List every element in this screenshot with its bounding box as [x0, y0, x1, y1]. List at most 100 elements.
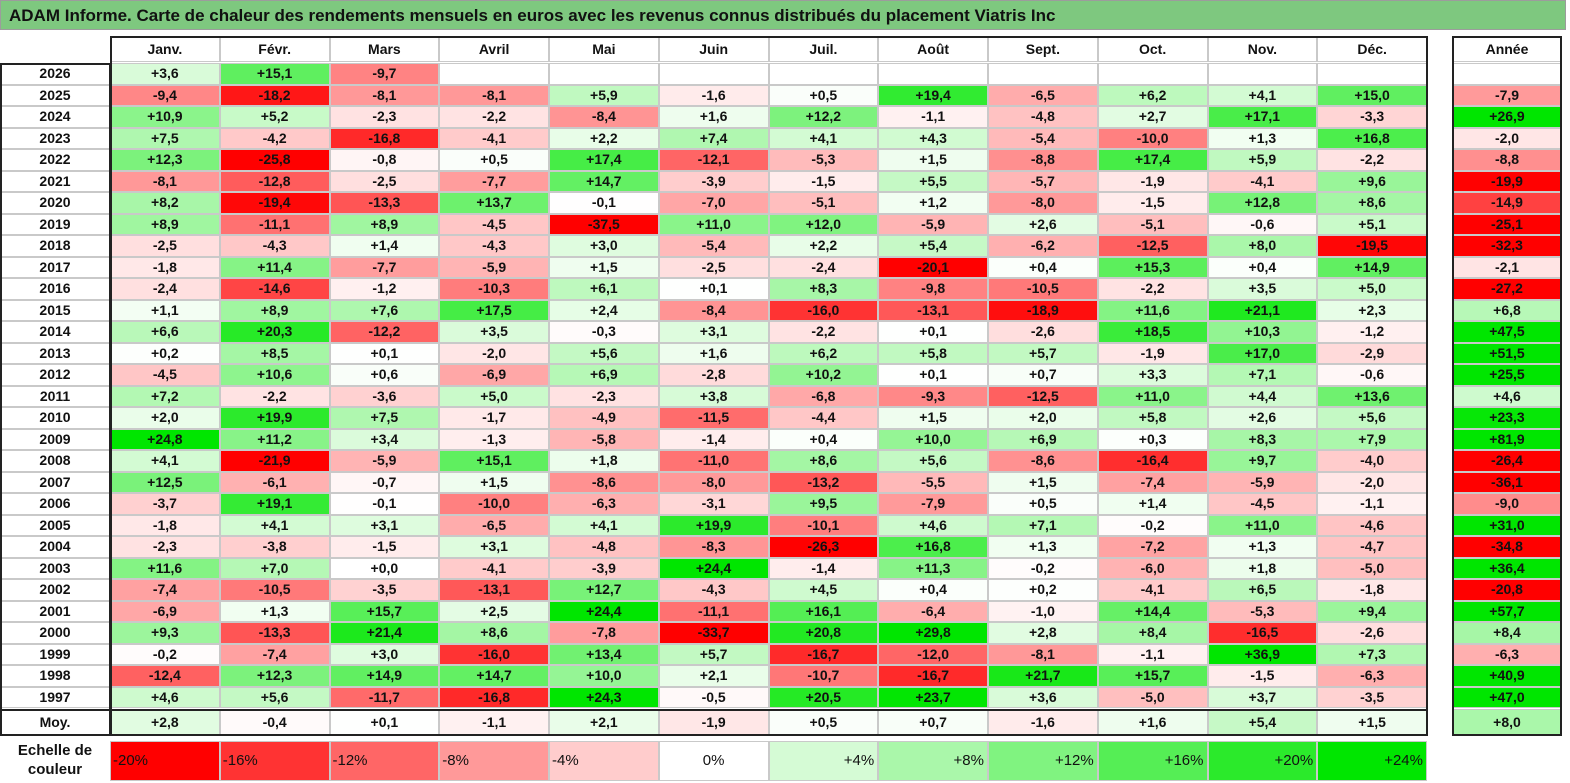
- heatmap-cell: +1,3: [1207, 536, 1318, 558]
- month-header: Avril: [439, 36, 549, 62]
- month-header: Mars: [329, 36, 440, 62]
- heatmap-cell: -4,3: [658, 579, 769, 601]
- heatmap-cell: +1,5: [878, 149, 988, 171]
- heatmap-cell: -10,3: [439, 278, 549, 300]
- month-header: Oct.: [1097, 36, 1208, 62]
- heatmap-cell: +12,0: [768, 213, 879, 235]
- heatmap-cell: +9,3: [110, 622, 220, 644]
- heatmap-cell: +8,0: [1207, 235, 1318, 257]
- heatmap-cell: +20,8: [768, 622, 879, 644]
- month-header: Sept.: [988, 36, 1098, 62]
- heatmap-cell: [1097, 63, 1208, 85]
- heatmap-cell: -16,4: [1097, 450, 1208, 472]
- average-cell: +0,7: [878, 709, 988, 735]
- heatmap-cell: +3,0: [549, 235, 659, 257]
- heatmap-cell: -2,3: [110, 536, 220, 558]
- row-year-label: 2005: [0, 514, 110, 536]
- row-year-label: 2010: [0, 407, 110, 429]
- heatmap-cell: -1,1: [1097, 643, 1208, 665]
- heatmap-cell: +0,5: [439, 149, 549, 171]
- heatmap-cell: +5,9: [549, 84, 659, 106]
- color-scale-step: -12%: [329, 741, 440, 781]
- heatmap-cell: -8,3: [658, 536, 769, 558]
- average-cell: +1,5: [1317, 709, 1427, 735]
- heatmap-cell: +11,6: [1097, 299, 1208, 321]
- heatmap-cell: -1,4: [658, 428, 769, 450]
- color-scale-label-line2: couleur: [27, 761, 83, 778]
- heatmap-cell: -12,0: [878, 643, 988, 665]
- heatmap-cell: +3,6: [988, 686, 1098, 708]
- annual-cell: -34,8: [1452, 536, 1562, 558]
- heatmap-cell: +8,5: [219, 342, 330, 364]
- heatmap-cell: -7,4: [110, 579, 220, 601]
- heatmap-cell: +0,7: [988, 364, 1098, 386]
- heatmap-cell: +8,6: [768, 450, 879, 472]
- color-scale-step: +20%: [1207, 741, 1318, 781]
- heatmap-cell: -16,7: [878, 665, 988, 687]
- heatmap-cell: +11,0: [1097, 385, 1208, 407]
- heatmap-cell: +12,8: [1207, 192, 1318, 214]
- heatmap-cell: +1,3: [988, 536, 1098, 558]
- annual-cell: +23,3: [1452, 407, 1562, 429]
- heatmap-cell: -4,5: [439, 213, 549, 235]
- heatmap-cell: +6,5: [1207, 579, 1318, 601]
- heatmap-cell: +21,1: [1207, 299, 1318, 321]
- row-year-label: 2009: [0, 428, 110, 450]
- heatmap-cell: +13,4: [549, 643, 659, 665]
- heatmap-cell: +5,1: [1317, 213, 1427, 235]
- heatmap-cell: -2,3: [329, 106, 440, 128]
- heatmap-cell: +16,8: [1317, 127, 1427, 149]
- heatmap-cell: +7,9: [1317, 428, 1427, 450]
- annual-cell: +26,9: [1452, 106, 1562, 128]
- heatmap-cell: -11,5: [658, 407, 769, 429]
- heatmap-cell: -3,8: [219, 536, 330, 558]
- heatmap-cell: -5,9: [439, 256, 549, 278]
- row-year-label: 1999: [0, 643, 110, 665]
- heatmap-cell: -0,3: [549, 321, 659, 343]
- heatmap-cell: +1,8: [549, 450, 659, 472]
- heatmap-cell: [1317, 63, 1427, 85]
- heatmap-cell: -2,3: [549, 385, 659, 407]
- heatmap-cell: -2,5: [110, 235, 220, 257]
- heatmap-cell: +15,1: [219, 63, 330, 85]
- average-cell: +1,6: [1097, 709, 1208, 735]
- annual-cell: -36,1: [1452, 471, 1562, 493]
- heatmap-cell: -7,7: [439, 170, 549, 192]
- heatmap-cell: -5,3: [768, 149, 879, 171]
- heatmap-cell: -4,8: [988, 106, 1098, 128]
- heatmap-cell: +9,6: [1317, 170, 1427, 192]
- heatmap-cell: +17,1: [1207, 106, 1318, 128]
- heatmap-cell: +11,0: [658, 213, 769, 235]
- row-year-label: 2017: [0, 256, 110, 278]
- heatmap-cell: -1,1: [1317, 493, 1427, 515]
- month-header: Mai: [549, 36, 659, 62]
- heatmap-cell: +10,3: [1207, 321, 1318, 343]
- heatmap-cell: -4,3: [219, 235, 330, 257]
- heatmap-cell: -5,4: [988, 127, 1098, 149]
- heatmap-cell: +7,1: [1207, 364, 1318, 386]
- heatmap-cell: -6,5: [439, 514, 549, 536]
- heatmap-cell: +14,4: [1097, 600, 1208, 622]
- annual-cell: +25,5: [1452, 364, 1562, 386]
- heatmap-cell: +14,7: [439, 665, 549, 687]
- chart-title: ADAM Informe. Carte de chaleur des rende…: [0, 0, 1566, 30]
- heatmap-cell: +19,9: [219, 407, 330, 429]
- average-cell: -1,1: [439, 709, 549, 735]
- month-header: Juin: [658, 36, 769, 62]
- heatmap-cell: -0,1: [549, 192, 659, 214]
- heatmap-cell: -1,9: [1097, 342, 1208, 364]
- heatmap-cell: +2,8: [988, 622, 1098, 644]
- heatmap-cell: +11,6: [110, 557, 220, 579]
- annual-cell: +51,5: [1452, 342, 1562, 364]
- heatmap-cell: -13,3: [219, 622, 330, 644]
- heatmap-cell: [658, 63, 769, 85]
- color-scale-step: +24%: [1317, 741, 1427, 781]
- heatmap-cell: -18,2: [219, 84, 330, 106]
- heatmap-cell: +15,7: [1097, 665, 1208, 687]
- month-header: Juil.: [768, 36, 879, 62]
- annual-cell: +40,9: [1452, 665, 1562, 687]
- annual-cell: +81,9: [1452, 428, 1562, 450]
- heatmap-cell: +8,9: [329, 213, 440, 235]
- heatmap-cell: -13,3: [329, 192, 440, 214]
